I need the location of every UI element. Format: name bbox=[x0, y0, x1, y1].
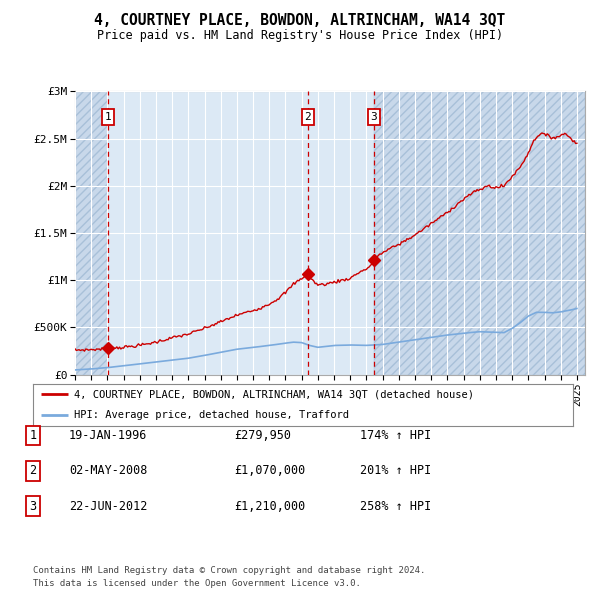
Text: £279,950: £279,950 bbox=[234, 429, 291, 442]
Text: 258% ↑ HPI: 258% ↑ HPI bbox=[360, 500, 431, 513]
Text: 201% ↑ HPI: 201% ↑ HPI bbox=[360, 464, 431, 477]
Text: £1,210,000: £1,210,000 bbox=[234, 500, 305, 513]
Text: 1: 1 bbox=[29, 429, 37, 442]
Text: £1,070,000: £1,070,000 bbox=[234, 464, 305, 477]
Bar bbox=[374, 91, 585, 375]
Text: 3: 3 bbox=[371, 112, 377, 122]
Text: 02-MAY-2008: 02-MAY-2008 bbox=[69, 464, 148, 477]
Text: HPI: Average price, detached house, Trafford: HPI: Average price, detached house, Traf… bbox=[74, 411, 349, 420]
Text: 4, COURTNEY PLACE, BOWDON, ALTRINCHAM, WA14 3QT: 4, COURTNEY PLACE, BOWDON, ALTRINCHAM, W… bbox=[94, 13, 506, 28]
Text: 4, COURTNEY PLACE, BOWDON, ALTRINCHAM, WA14 3QT (detached house): 4, COURTNEY PLACE, BOWDON, ALTRINCHAM, W… bbox=[74, 389, 473, 399]
Text: 2: 2 bbox=[29, 464, 37, 477]
Text: Price paid vs. HM Land Registry's House Price Index (HPI): Price paid vs. HM Land Registry's House … bbox=[97, 29, 503, 42]
Text: 19-JAN-1996: 19-JAN-1996 bbox=[69, 429, 148, 442]
Bar bbox=[75, 91, 108, 375]
Text: 22-JUN-2012: 22-JUN-2012 bbox=[69, 500, 148, 513]
Text: 1: 1 bbox=[105, 112, 112, 122]
Text: 2: 2 bbox=[304, 112, 311, 122]
Text: 174% ↑ HPI: 174% ↑ HPI bbox=[360, 429, 431, 442]
Text: 3: 3 bbox=[29, 500, 37, 513]
Text: Contains HM Land Registry data © Crown copyright and database right 2024.
This d: Contains HM Land Registry data © Crown c… bbox=[33, 566, 425, 588]
